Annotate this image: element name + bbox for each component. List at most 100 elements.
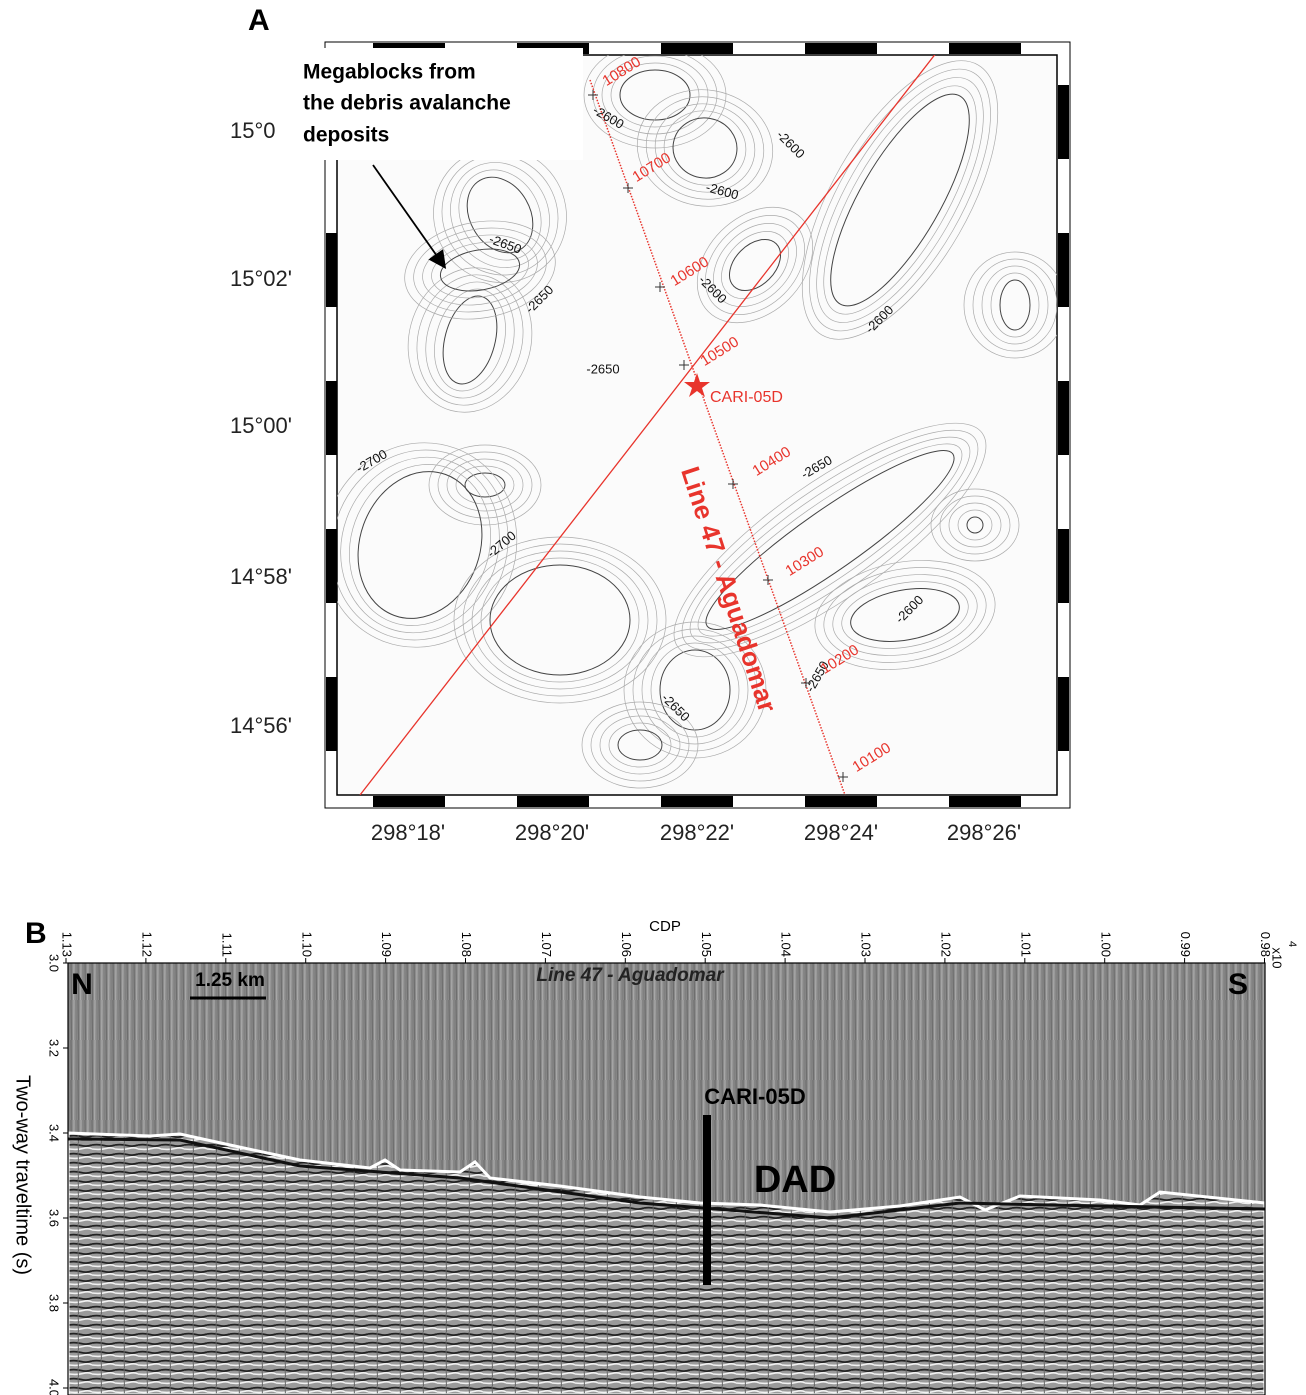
panel-label: A bbox=[248, 4, 270, 37]
frame-segment bbox=[661, 796, 733, 807]
x-tick-label: 1.12 bbox=[139, 932, 154, 957]
contour bbox=[450, 162, 550, 268]
frame-segment bbox=[1058, 677, 1069, 751]
callout-line: the debris avalanche bbox=[303, 92, 511, 115]
x-tick-label: 1.07 bbox=[539, 932, 554, 957]
frame-segment bbox=[949, 796, 1021, 807]
contour bbox=[801, 60, 999, 340]
contour bbox=[816, 77, 984, 323]
frame-segment bbox=[517, 796, 589, 807]
map-area bbox=[336, 54, 1058, 796]
cdp-cross bbox=[679, 360, 689, 370]
contour bbox=[948, 502, 1002, 548]
callout-arrow bbox=[372, 164, 447, 269]
cdp-cross bbox=[728, 479, 738, 489]
contour bbox=[442, 295, 498, 385]
contour bbox=[650, 642, 740, 738]
contour bbox=[617, 729, 663, 761]
contour bbox=[489, 564, 631, 676]
contour bbox=[608, 722, 672, 768]
contour bbox=[966, 516, 984, 534]
contour bbox=[337, 442, 518, 648]
contour bbox=[999, 279, 1031, 331]
cdp-cross bbox=[588, 90, 598, 100]
site-label: CARI-05D bbox=[704, 1084, 805, 1109]
contour bbox=[672, 117, 738, 179]
contour bbox=[930, 488, 1020, 562]
lat-label: 15°00' bbox=[230, 413, 292, 438]
contour bbox=[641, 635, 749, 745]
contour bbox=[957, 509, 993, 541]
contours bbox=[337, 55, 1057, 789]
contour bbox=[458, 169, 542, 261]
lon-label: 298°18' bbox=[371, 820, 445, 845]
contour bbox=[963, 251, 1057, 359]
frame-segment bbox=[805, 796, 877, 807]
x-multiplier-exp: 4 bbox=[1286, 941, 1298, 947]
seismic-image bbox=[68, 963, 1265, 1395]
x-tick-label: 1.10 bbox=[299, 932, 314, 957]
cdp-cross bbox=[838, 772, 848, 782]
y-tick-label: 3.8 bbox=[47, 1294, 62, 1312]
frame-segment bbox=[661, 43, 733, 54]
profile-title: Line 47 - Aguadomar bbox=[536, 965, 725, 986]
contour bbox=[439, 248, 521, 292]
axes: 1.13 1.12 1.11 1.10 1.09 1.08 1.07 1.06 1.05 1.04… bbox=[47, 932, 1274, 1395]
contour bbox=[809, 68, 991, 332]
x-tick-label: 1.11 bbox=[219, 933, 234, 957]
site-label: CARI-05D bbox=[710, 389, 783, 406]
lon-label: 298°24' bbox=[804, 820, 878, 845]
cdp-cross bbox=[623, 183, 633, 193]
contour bbox=[416, 274, 524, 406]
contour bbox=[623, 621, 767, 759]
x-tick-label: 1.08 bbox=[459, 932, 474, 957]
contour bbox=[340, 456, 500, 634]
frame-segment bbox=[1058, 233, 1069, 307]
contour bbox=[850, 588, 960, 642]
x-tick-label: 1.00 bbox=[1098, 932, 1113, 957]
y-tick-label: 3.2 bbox=[47, 1039, 62, 1057]
contour bbox=[713, 223, 797, 307]
contour bbox=[689, 436, 971, 644]
panel-label: B bbox=[25, 917, 47, 950]
lat-label: 15°0 bbox=[230, 118, 276, 143]
contour bbox=[404, 220, 556, 320]
contour bbox=[619, 69, 691, 121]
unit-label: DAD bbox=[754, 1159, 836, 1201]
frame-segment bbox=[373, 796, 445, 807]
contour bbox=[599, 715, 681, 775]
contour bbox=[464, 472, 506, 498]
contour bbox=[705, 450, 955, 630]
contour bbox=[659, 649, 731, 731]
south-label: S bbox=[1228, 968, 1248, 1001]
ship-track bbox=[359, 55, 936, 795]
contour bbox=[636, 89, 774, 207]
contour bbox=[357, 471, 483, 619]
contour bbox=[981, 265, 1049, 345]
y-tick-label: 4.0 bbox=[47, 1379, 62, 1395]
contour bbox=[632, 628, 758, 752]
contour bbox=[471, 550, 649, 690]
lat-label: 14°58' bbox=[230, 564, 292, 589]
plot-frame bbox=[67, 962, 1266, 1395]
contour bbox=[823, 85, 977, 315]
cdp-cross bbox=[655, 282, 665, 292]
frame-segment bbox=[949, 43, 1021, 54]
contour bbox=[681, 429, 979, 651]
contour bbox=[437, 451, 533, 519]
contour bbox=[480, 557, 640, 683]
x-tick-label: 0.99 bbox=[1178, 932, 1193, 957]
contour bbox=[428, 444, 542, 526]
contour bbox=[697, 443, 963, 637]
contour bbox=[422, 234, 538, 306]
y-tick-label: 3.6 bbox=[47, 1209, 62, 1227]
lon-label: 298°20' bbox=[515, 820, 589, 845]
frame-segment bbox=[326, 529, 337, 603]
contour bbox=[721, 231, 789, 299]
x-tick-label: 1.02 bbox=[938, 932, 953, 957]
contour bbox=[337, 449, 509, 641]
contour bbox=[729, 239, 781, 291]
contour bbox=[990, 272, 1040, 338]
